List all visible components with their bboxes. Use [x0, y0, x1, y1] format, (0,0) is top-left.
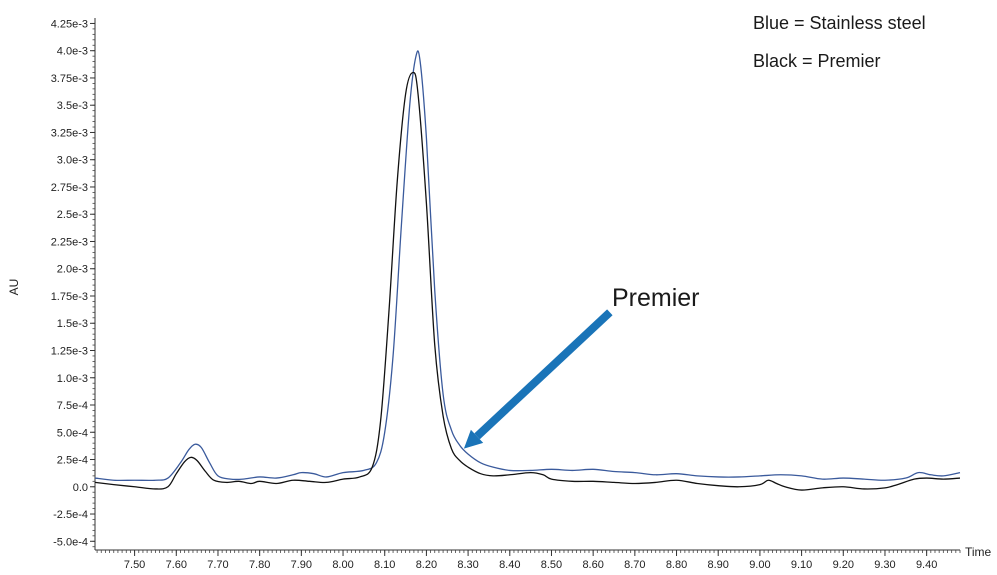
y-tick-label: 7.5e-4: [57, 400, 88, 412]
x-tick-label: 9.00: [749, 559, 770, 571]
x-tick-label: 8.10: [374, 559, 395, 571]
x-tick-label: 7.60: [166, 559, 187, 571]
y-tick-label: 0.0: [73, 482, 88, 494]
legend-entry-stainless-steel: Blue = Stainless steel: [753, 13, 926, 33]
y-tick-label: 5.0e-4: [57, 427, 88, 439]
x-tick-label: 8.50: [541, 559, 562, 571]
x-tick-label: 8.60: [582, 559, 603, 571]
y-tick-label: 2.5e-4: [57, 455, 88, 467]
y-tick-label: 1.75e-3: [51, 291, 88, 303]
y-tick-label: 3.0e-3: [57, 155, 88, 167]
y-tick-label: 3.5e-3: [57, 100, 88, 112]
series-line-stainless-steel: [94, 50, 961, 482]
x-axis-title: Time: [965, 545, 992, 559]
x-tick-label: 9.40: [916, 559, 937, 571]
y-tick-label: 1.5e-3: [57, 318, 88, 330]
x-tick-label: 8.00: [332, 559, 353, 571]
y-tick-label: 3.25e-3: [51, 127, 88, 139]
legend-entry-premier: Black = Premier: [753, 51, 881, 71]
y-tick-label: 4.25e-3: [51, 18, 88, 30]
x-tick-label: 8.80: [666, 559, 687, 571]
y-axis-title: AU: [7, 279, 21, 296]
x-tick-label: 8.20: [416, 559, 437, 571]
annotation-layer: [463, 309, 613, 449]
series-line-premier: [94, 71, 961, 491]
y-tick-label: 2.75e-3: [51, 182, 88, 194]
x-tick-label: 7.90: [291, 559, 312, 571]
y-tick-label: 3.75e-3: [51, 73, 88, 85]
x-tick-label: 9.10: [791, 559, 812, 571]
x-tick-label: 8.30: [457, 559, 478, 571]
x-tick-label: 9.30: [874, 559, 895, 571]
x-tick-label: 7.50: [124, 559, 145, 571]
x-tick-label: 8.70: [624, 559, 645, 571]
annotation-label: Premier: [612, 284, 700, 312]
y-tick-label: 1.0e-3: [57, 373, 88, 385]
x-tick-label: 9.20: [833, 559, 854, 571]
annotation-arrow-shaft: [474, 309, 613, 440]
y-tick-label: 2.0e-3: [57, 264, 88, 276]
y-tick-label: -2.5e-4: [53, 509, 88, 521]
y-tick-label: -5.0e-4: [53, 536, 88, 548]
x-tick-label: 7.70: [207, 559, 228, 571]
y-tick-label: 1.25e-3: [51, 346, 88, 358]
y-axis: 4.25e-3 4.0e-3 3.75e-3 3.5e-3 3.25e-3 3.0e-3 2…: [51, 18, 96, 550]
x-tick-label: 8.40: [499, 559, 520, 571]
x-tick-label: 7.80: [249, 559, 270, 571]
x-axis: 7.50 7.60 7.70 7.80 7.90 8.00 8.10 8.20 8.30 8.40…: [95, 549, 961, 571]
annotation-arrow-head: [463, 429, 484, 449]
y-tick-label: 2.25e-3: [51, 236, 88, 248]
x-tick-label: 8.90: [708, 559, 729, 571]
series-layer: [94, 50, 961, 491]
y-tick-label: 4.0e-3: [57, 46, 88, 58]
y-tick-label: 2.5e-3: [57, 209, 88, 221]
